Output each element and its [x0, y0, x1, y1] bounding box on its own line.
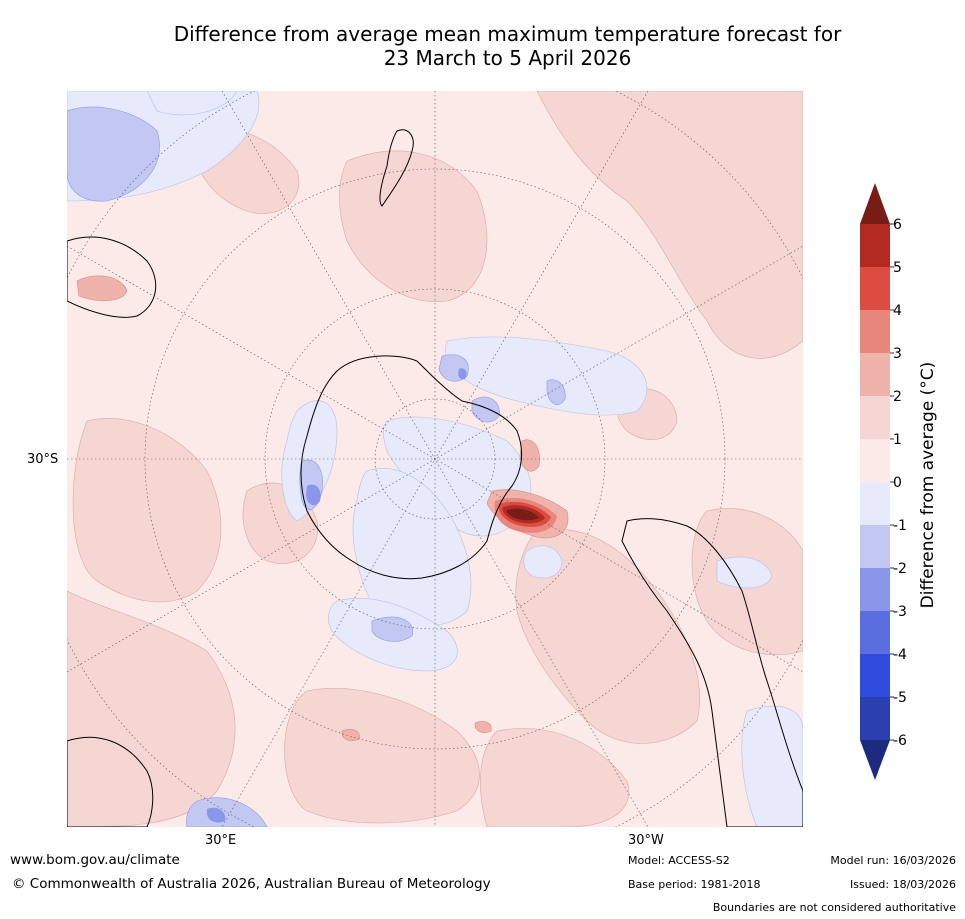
colorbar-tick-label: 1: [893, 432, 902, 448]
colorbar-tick-label: 6: [893, 217, 902, 233]
anomaly-hotspot: [494, 497, 557, 533]
colorbar-swatch-below-minus-6: [860, 740, 890, 780]
colorbar-tick-label: -4: [893, 647, 907, 663]
colorbar-swatch-cm2_m1: [860, 525, 890, 568]
colorbar-tick-label: -1: [893, 518, 907, 534]
anomaly-plus1-regions: [67, 91, 803, 827]
title-line-1: Difference from average mean maximum tem…: [173, 22, 842, 46]
south-america-coastline: [621, 518, 803, 827]
colorbar-swatch-c4_5: [860, 267, 890, 310]
africa-coastline: [67, 736, 154, 827]
colorbar-tick-label: 3: [893, 346, 902, 362]
colorbar-tick-label: 2: [893, 389, 902, 405]
footer-url[interactable]: www.bom.gov.au/climate: [10, 852, 180, 868]
colorbar-tick-label: 0: [893, 475, 902, 491]
map-title: Difference from average mean maximum tem…: [60, 22, 955, 70]
colorbar-swatch-above-6: [860, 183, 890, 224]
colorbar-legend: 6 5 4 3 2 1 0 -1 -2 -3 -4 -5 -6: [855, 180, 965, 790]
australia-coastline: [67, 236, 157, 318]
colorbar-tick-label: -2: [893, 561, 907, 577]
colorbar-tick-label: -6: [893, 733, 907, 749]
colorbar-swatch-cm4_m3: [860, 611, 890, 654]
longitude-label-30w: 30°W: [628, 833, 664, 848]
colorbar-swatch-c1_2: [860, 396, 890, 439]
footer-disclaimer: Boundaries are not considered authoritat…: [712, 901, 956, 914]
antarctica-coastline: [300, 355, 523, 580]
colorbar-tick-label: 4: [893, 303, 902, 319]
title-line-2: 23 March to 5 April 2026: [383, 46, 632, 70]
graticule: [67, 91, 803, 827]
colorbar-swatch-c2_3: [860, 353, 890, 396]
anomaly-minus3-regions: [207, 368, 467, 823]
colorbar-swatch-cm5_m4: [860, 654, 890, 697]
colorbar-tick-label: -3: [893, 604, 907, 620]
colorbar-swatch-c3_4: [860, 310, 890, 353]
latitude-label-30s: 30°S: [27, 452, 59, 467]
colorbar-swatch-c0_1: [860, 439, 890, 482]
colorbar-title: Difference from average (°C): [918, 361, 938, 609]
colorbar-swatch-cm1_0: [860, 482, 890, 525]
footer-base-period: Base period: 1981-2018: [628, 878, 761, 891]
footer-model-run: Model run: 16/03/2026: [830, 854, 956, 867]
colorbar-swatch-c5_6: [860, 224, 890, 267]
colorbar-tick-label: 5: [893, 260, 902, 276]
forecast-map: [67, 91, 803, 827]
colorbar-swatch-cm6_m5: [860, 697, 890, 740]
colorbar-svg: 6 5 4 3 2 1 0 -1 -2 -3 -4 -5 -6: [860, 183, 907, 780]
colorbar-tick-label: -5: [893, 690, 907, 706]
footer-copyright: © Commonwealth of Australia 2026, Austra…: [12, 876, 491, 892]
footer-model: Model: ACCESS-S2: [628, 854, 730, 867]
colorbar-swatch-cm3_m2: [860, 568, 890, 611]
longitude-label-30e: 30°E: [205, 833, 237, 848]
new-zealand-coastline: [379, 129, 414, 207]
footer-issued: Issued: 18/03/2026: [849, 878, 956, 891]
